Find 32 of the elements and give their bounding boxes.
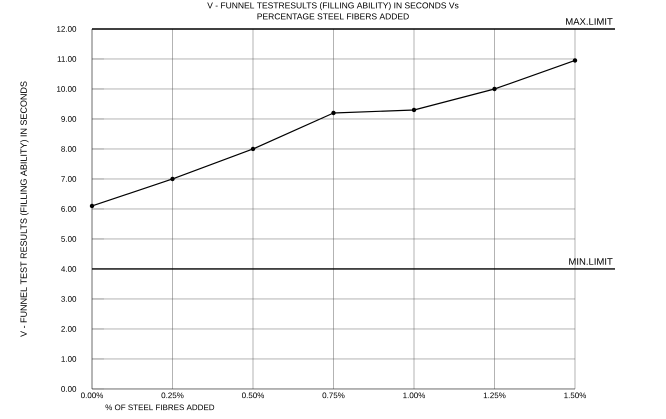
y-tick-label: 5.00 xyxy=(61,236,76,242)
x-tick-label: 1.50% xyxy=(564,392,586,398)
x-tick-label: 1.25% xyxy=(484,392,506,398)
y-tick-label: 8.00 xyxy=(61,146,76,152)
x-tick-label: 1.00% xyxy=(403,392,426,398)
y-axis-title: V - FUNNEL TEST RESULTS (FILLING ABILITY) IN SECONDS xyxy=(20,81,29,337)
y-tick-label: 7.00 xyxy=(61,176,76,182)
y-tick-label: 12.00 xyxy=(57,26,76,32)
y-tick-label: 1.00 xyxy=(62,356,76,362)
x-tick-label: 0.75% xyxy=(322,392,345,398)
point xyxy=(170,176,175,182)
y-tick-label: 0.00 xyxy=(61,386,76,392)
y-tick-label: 2.00 xyxy=(61,326,76,332)
x-tick-label: 0.00% xyxy=(80,392,104,398)
y-tick-label: 6.00 xyxy=(61,206,76,212)
point xyxy=(90,204,94,208)
ref-line-label: MAX.LIMIT xyxy=(566,18,613,25)
y-tick-label: 4.00 xyxy=(61,266,76,272)
chart-title: V - FUNNEL TESTRESULTS (FILLING ABILITY) IN SECONDS Vs PERCENTAGE STEEL FIBERS ADDED xyxy=(207,2,458,20)
point xyxy=(250,146,256,152)
y-tick-label: 3.00 xyxy=(61,296,76,302)
x-axis-title: % OF STEEL FIBRES ADDED xyxy=(105,404,214,410)
x-tick-label: 0.25% xyxy=(161,392,184,398)
point xyxy=(492,86,497,92)
y-tick-label: 9.00 xyxy=(61,116,76,122)
ref-line-label: MIN.LIMIT xyxy=(569,258,613,265)
y-tick-label: 10.00 xyxy=(57,86,76,92)
point xyxy=(331,110,336,116)
y-tick-label: 11.00 xyxy=(58,56,76,62)
x-tick-label: 0.50% xyxy=(242,392,264,398)
point xyxy=(572,58,578,63)
point xyxy=(412,108,416,112)
